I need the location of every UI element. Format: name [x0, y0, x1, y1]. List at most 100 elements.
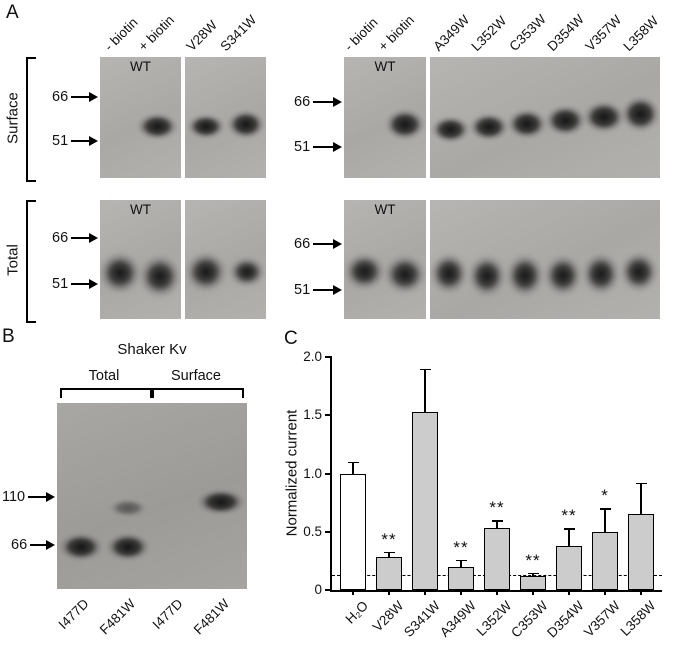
panel-b-title: Shaker Kv	[117, 341, 187, 358]
blot-total-wt-left: WT	[100, 200, 181, 319]
y-axis-tick	[325, 589, 332, 591]
blot-surface-mutants-right	[430, 57, 660, 178]
x-axis-tick	[496, 590, 498, 595]
mw-value: 66	[11, 537, 28, 553]
protein-band	[197, 489, 245, 515]
x-axis-tick	[604, 590, 606, 595]
error-bar-cap-top	[635, 482, 647, 485]
wt-label: WT	[130, 59, 151, 74]
lane-label: F481W	[97, 596, 139, 638]
blot-total-mutants-left	[185, 200, 266, 319]
surface-row-label: Surface	[4, 92, 22, 144]
significance-marker: **	[453, 537, 469, 557]
total-row-label: Total	[4, 244, 22, 276]
mw-value: 51	[294, 282, 311, 298]
significance-marker: **	[381, 529, 397, 549]
lane-label: I477D	[55, 596, 92, 633]
lane-label: V28W	[183, 17, 220, 54]
protein-band	[344, 253, 385, 290]
arrow-shaft	[313, 242, 333, 246]
lane-label: S341W	[217, 12, 260, 55]
lane-label: F481W	[191, 596, 233, 638]
right-arrow-icon	[333, 97, 342, 107]
x-axis-label: V357W	[580, 598, 623, 640]
mw-marker-51: 51	[294, 282, 342, 298]
protein-band	[620, 252, 658, 292]
lane-label: D354W	[544, 11, 587, 54]
protein-band	[227, 110, 265, 139]
mw-value: 110	[2, 489, 26, 505]
x-axis-tick	[352, 590, 354, 595]
total-group-bracket	[60, 388, 152, 398]
x-axis-tick	[640, 590, 642, 595]
protein-band	[185, 252, 227, 292]
protein-band	[106, 533, 150, 561]
right-arrow-icon	[89, 279, 98, 289]
protein-band	[506, 254, 544, 297]
error-bar-cap-top	[347, 461, 359, 464]
bar-S341W	[412, 411, 438, 590]
y-axis-tick	[325, 414, 332, 417]
y-axis-tick-label: 0.5	[303, 523, 322, 539]
blot-surface-wt-right: WT	[344, 57, 426, 178]
protein-band	[583, 101, 625, 133]
protein-band	[545, 105, 586, 136]
x-axis-tick	[460, 590, 462, 595]
x-axis-label: A349W	[436, 598, 479, 640]
mw-marker-51: 51	[52, 276, 98, 292]
error-bar-cap-top	[383, 551, 395, 554]
significance-marker: **	[561, 506, 577, 526]
mw-value: 66	[294, 236, 311, 252]
lane-label: A349W	[430, 12, 473, 55]
mw-marker-110: 110	[2, 489, 55, 505]
lane-label: - biotin	[101, 14, 141, 55]
protein-band	[139, 255, 181, 298]
error-bar	[424, 368, 426, 455]
blot-surface-wt-left: WT	[100, 57, 181, 178]
mw-value: 51	[52, 133, 69, 149]
x-axis-label: L352W	[473, 598, 515, 639]
mw-value: 66	[294, 94, 311, 110]
wt-label: WT	[374, 202, 396, 217]
arrow-shaft	[313, 100, 333, 104]
lane-label: V357W	[582, 12, 625, 55]
error-bar	[388, 551, 390, 564]
y-axis-tick-label: 1.5	[303, 407, 322, 423]
arrow-shaft	[313, 145, 333, 149]
bar-plot: 0 0.5 1.0 1.5 2.0 H₂O ** V28W S341W ** A349W ** L352…	[303, 349, 662, 640]
wt-label: WT	[374, 59, 396, 74]
protein-band	[137, 113, 178, 140]
blot-shaker	[57, 403, 247, 589]
mw-marker-51: 51	[52, 133, 98, 149]
error-bar-cap-top	[491, 520, 503, 522]
mw-marker-51: 51	[294, 139, 342, 155]
error-bar-cap-top	[599, 508, 611, 511]
mw-value: 66	[52, 89, 69, 105]
panel-a-letter: A	[6, 2, 19, 23]
lane-label: - biotin	[341, 14, 381, 55]
x-axis-label: C353W	[508, 598, 551, 641]
protein-band	[187, 114, 225, 139]
bar-L352W	[484, 528, 510, 590]
protein-band	[507, 109, 547, 139]
lane-label: L352W	[468, 13, 510, 54]
bar-V28W	[376, 557, 402, 590]
right-arrow-icon	[333, 285, 342, 295]
right-arrow-icon	[46, 492, 55, 502]
bar-L358W	[628, 514, 654, 590]
arrow-shaft	[71, 236, 89, 240]
error-bar-cap-top	[527, 572, 539, 575]
protein-band	[468, 255, 506, 297]
right-arrow-icon	[89, 233, 98, 243]
y-axis-tick-label: 2.0	[303, 349, 322, 364]
lane-label: L358W	[620, 13, 662, 54]
y-axis-tick	[325, 530, 332, 533]
mw-value: 51	[294, 139, 311, 155]
x-axis-tick	[568, 590, 570, 595]
x-axis-label: L358W	[617, 598, 659, 639]
total-bracket	[26, 200, 36, 323]
y-axis-tick	[325, 472, 332, 475]
error-bar-cap-top	[563, 528, 575, 530]
mw-marker-66: 66	[294, 236, 342, 252]
